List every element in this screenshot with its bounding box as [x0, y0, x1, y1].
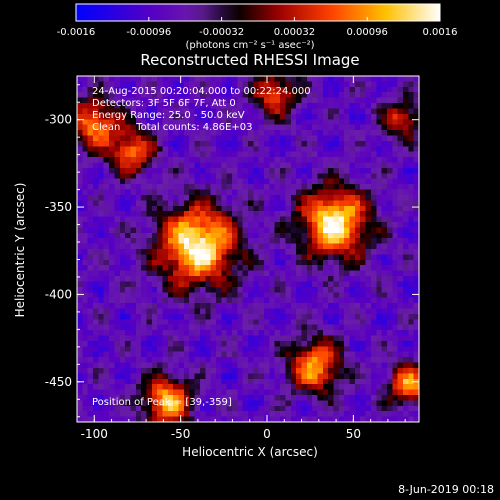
annotation-detectors: Detectors: 3F 5F 6F 7F, Att 0 [92, 98, 236, 109]
y-tick-label: -300 [45, 113, 72, 127]
chart-title: Reconstructed RHESSI Image [140, 51, 360, 69]
colorbar-tick-label: -0.00032 [199, 27, 244, 38]
y-axis-label: Heliocentric Y (arcsec) [13, 182, 27, 318]
heatmap-image [77, 76, 419, 422]
annotation-peak-position: Position of Peak = [39,-359] [92, 397, 232, 408]
image-plot: -100 -50 0 50 -300 -350 -400 -450 [45, 75, 420, 441]
x-axis-ticks: -100 -50 0 50 [76, 76, 406, 441]
plot-frame [76, 75, 420, 423]
colorbar-tick-label: 0.00032 [274, 27, 315, 38]
annotation-energy-range: Energy Range: 25.0 - 50.0 keV [92, 110, 245, 121]
colorbar-gradient [76, 4, 440, 21]
colorbar-units-label: (photons cm⁻² s⁻¹ asec⁻²) [185, 40, 315, 51]
colorbar-ticks: -0.0016 -0.00096 -0.00032 0.00032 0.00096 0.0… [57, 17, 458, 38]
y-axis-ticks: -300 -350 -400 -450 [45, 84, 419, 418]
date-stamp: 8-Jun-2019 00:18 [398, 483, 494, 496]
colorbar-tick-label: -0.0016 [57, 27, 96, 38]
y-tick-label: -450 [45, 375, 72, 389]
colorbar: -0.0016 -0.00096 -0.00032 0.00032 0.00096 0.0… [57, 3, 458, 38]
y-tick-label: -400 [45, 287, 72, 301]
annotation-time-range: 24-Aug-2015 00:20:04.000 to 00:22:24.000 [92, 86, 311, 97]
x-tick-label: 50 [346, 427, 361, 441]
x-axis-label: Heliocentric X (arcsec) [182, 445, 318, 459]
colorbar-tick-label: 0.00096 [347, 27, 388, 38]
x-tick-label: -100 [81, 427, 108, 441]
x-tick-label: 0 [263, 427, 271, 441]
annotation-method: Clean Total counts: 4.86E+03 [92, 122, 253, 133]
x-tick-label: -50 [171, 427, 191, 441]
colorbar-tick-label: -0.00096 [126, 27, 171, 38]
colorbar-frame [75, 3, 441, 22]
y-tick-label: -350 [45, 200, 72, 214]
colorbar-tick-label: 0.0016 [423, 27, 458, 38]
